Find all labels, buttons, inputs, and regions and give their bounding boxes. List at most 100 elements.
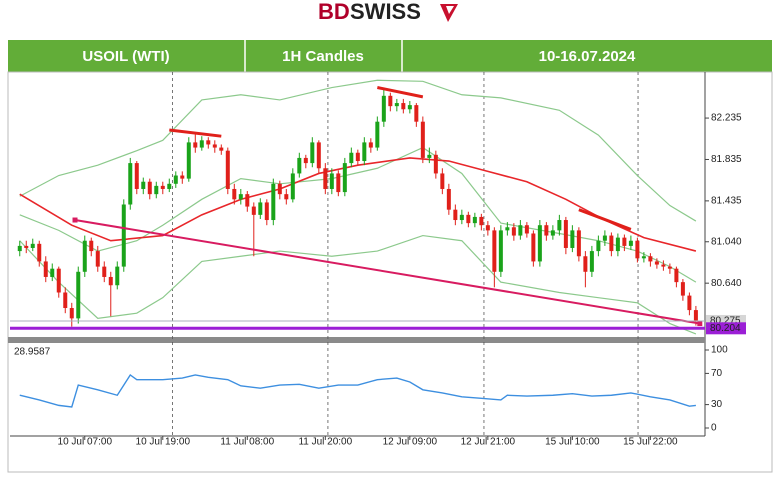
candle-body (355, 152, 360, 162)
candle-body (492, 230, 497, 272)
candle-body (30, 243, 35, 248)
y-tick-label: 100 (711, 345, 728, 356)
candle-body (420, 121, 425, 158)
rsi-line (19, 373, 696, 408)
chart-frame (7, 71, 773, 473)
candle-body (563, 220, 568, 248)
candle-body (635, 240, 640, 259)
candle-body (524, 225, 529, 234)
x-tick-label: 11 Jul 20:00 (298, 437, 352, 448)
candle-body (414, 105, 419, 122)
candle-body (50, 268, 55, 277)
candle-body (440, 173, 445, 189)
candle-body (362, 142, 367, 162)
candle-body (381, 95, 386, 122)
candle-body (342, 163, 347, 193)
candle-body (128, 163, 133, 205)
indicator-line (19, 79, 697, 222)
candle-body (24, 245, 29, 248)
candle-body (498, 230, 503, 272)
candle-body (466, 214, 471, 224)
indicator-line (19, 157, 697, 252)
candle-body (602, 235, 607, 241)
candle-body (472, 216, 477, 224)
candle-body (63, 292, 68, 309)
candle-body (622, 237, 627, 246)
x-tick-label: 15 Jul 22:00 (623, 437, 678, 448)
candle-body (570, 230, 575, 248)
logo: BD SWISS (318, 0, 458, 24)
trend-point (697, 321, 703, 327)
candle-body (206, 140, 211, 145)
resistance-line (377, 86, 424, 99)
candle-body (628, 240, 633, 246)
logo-icon (446, 6, 454, 14)
indicator-line (19, 234, 697, 335)
candle-body (290, 173, 295, 200)
resistance-line (578, 208, 632, 231)
candle-body (674, 268, 679, 283)
y-tick-label: 80.640 (711, 278, 742, 289)
trend-point (72, 217, 78, 223)
candle-body (511, 227, 516, 236)
candle-body (121, 204, 126, 267)
candle-body (583, 256, 588, 272)
candle-body (316, 142, 321, 169)
level-label: 80.204 (710, 323, 741, 334)
candle-body (349, 152, 354, 164)
candle-body (336, 173, 341, 193)
candle-body (661, 264, 666, 267)
level-label: 80.275 (710, 316, 741, 327)
x-tick-label: 11 Jul 08:00 (220, 437, 274, 448)
candle-body (388, 95, 393, 107)
candle-body (609, 235, 614, 252)
candle-body (576, 230, 581, 257)
candle-body (147, 181, 152, 195)
candle-body (544, 225, 549, 236)
x-tick-label: 10 Jul 19:00 (136, 437, 191, 448)
candle-body (459, 214, 464, 221)
candle-body (687, 295, 692, 311)
candle-body (167, 183, 172, 189)
candle-body (154, 185, 159, 195)
x-tick-label: 12 Jul 09:00 (383, 437, 438, 448)
candle-body (479, 216, 484, 226)
candle-body (531, 233, 536, 262)
candle-body (245, 194, 250, 207)
panel-separator (8, 337, 705, 343)
candle-body (225, 150, 230, 189)
candle-body (323, 168, 328, 189)
candle-body (589, 251, 594, 272)
candle-body (134, 163, 139, 189)
candle-body (310, 142, 315, 164)
candle-body (160, 185, 165, 189)
candle-body (433, 154, 438, 174)
level-label-box (706, 322, 746, 335)
candle-body (297, 157, 302, 174)
candle-body (95, 251, 100, 267)
candle-body (518, 225, 523, 236)
price-plot (17, 79, 703, 335)
candle-body (108, 276, 113, 286)
candle-body (680, 282, 685, 296)
candle-body (180, 175, 185, 179)
candle-body (654, 261, 659, 265)
x-tick-label: 15 Jul 10:00 (545, 437, 600, 448)
candle-body (446, 188, 451, 210)
header-cell: 10-16.07.2024 (539, 48, 636, 65)
resistance-line (169, 128, 222, 138)
y-tick-label: 81.835 (711, 154, 742, 165)
y-tick-label: 81.435 (711, 196, 742, 207)
candle-body (186, 142, 191, 179)
candle-body (271, 183, 276, 221)
candle-body (485, 225, 490, 231)
candle-body (537, 225, 542, 262)
y-tick-label: 30 (711, 399, 723, 410)
candle-body (427, 154, 432, 158)
candle-body (693, 310, 698, 321)
candle-body (43, 261, 48, 277)
candle-body (76, 271, 81, 319)
header-cell: USOIL (WTI) (82, 48, 169, 65)
candle-body (453, 209, 458, 221)
